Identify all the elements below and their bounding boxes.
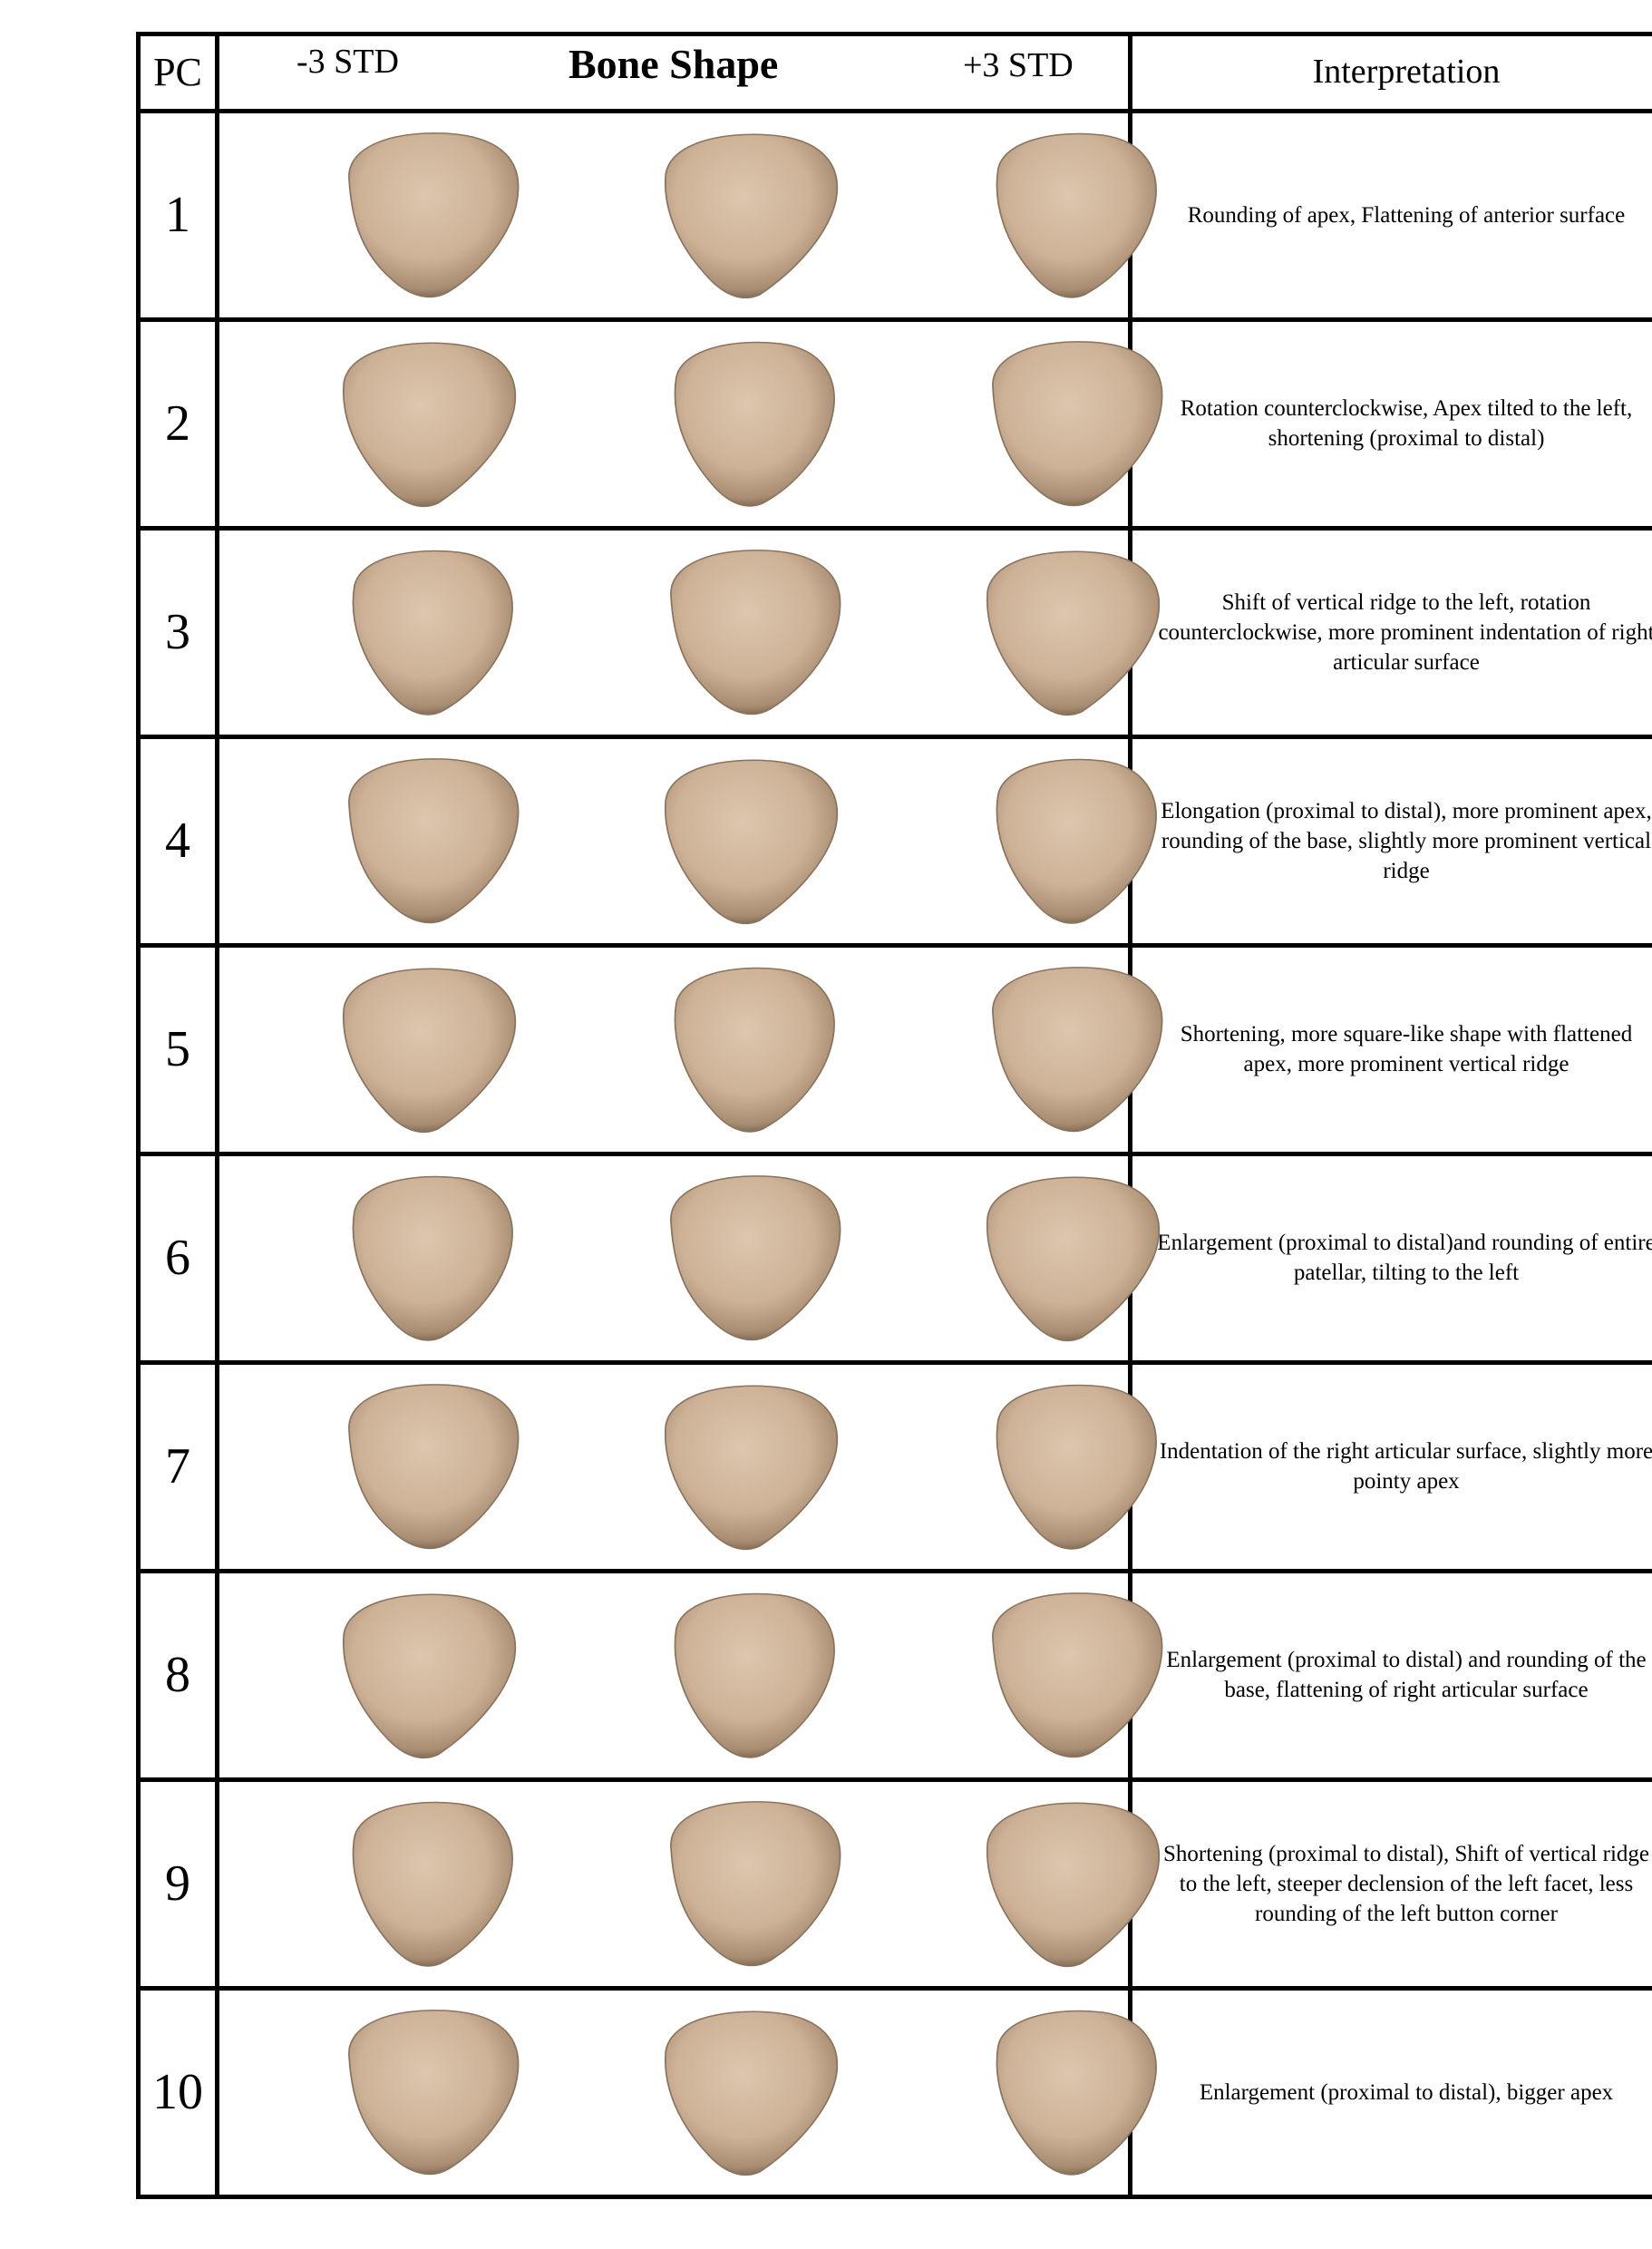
table-row: 8 Enlargement (proximal to distal) and ro…: [136, 1568, 1652, 1782]
header-plus-std: +3 STD: [963, 46, 1074, 84]
pc-number: 6: [136, 1151, 219, 1365]
bone-minus-3std: [328, 541, 537, 716]
header-title: Bone Shape: [568, 41, 779, 87]
bone-minus-3std: [328, 1167, 537, 1341]
bone-minus-3std: [328, 333, 537, 507]
table-row: 3 Shift of vertical ridge to the left, ro…: [136, 525, 1652, 739]
table-row: 5 Shortening, more square-like shape with…: [136, 942, 1652, 1156]
interpretation-text: Enlargement (proximal to distal)and roun…: [1128, 1151, 1652, 1365]
interpretation-text: Shortening, more square-like shape with …: [1128, 942, 1652, 1156]
bone-mean: [650, 1793, 859, 1967]
header-bone-shape: -3 STD Bone Shape +3 STD: [215, 32, 1132, 113]
pc-number: 10: [136, 1985, 219, 2200]
header-row: PC -3 STD Bone Shape +3 STD Interpretati…: [136, 32, 1652, 113]
bone-plus-3std: [972, 1167, 1181, 1341]
header-minus-std: -3 STD: [296, 43, 399, 81]
bone-shape-cell: [215, 108, 1157, 322]
bone-minus-3std: [328, 1584, 537, 1758]
interpretation-text: Shortening (proximal to distal), Shift o…: [1128, 1777, 1652, 1991]
bone-plus-3std: [972, 750, 1181, 924]
bone-shape-cell: [215, 1568, 1163, 1782]
interpretation-text: Enlargement (proximal to distal) and rou…: [1128, 1568, 1652, 1782]
bone-mean: [650, 541, 859, 716]
interpretation-text: Indentation of the right articular surfa…: [1128, 1359, 1652, 1573]
table-row: 2 Rotation counterclockwise, Apex tilted …: [136, 316, 1652, 531]
interpretation-text: Shift of vertical ridge to the left, rot…: [1128, 525, 1652, 739]
bone-minus-3std: [328, 1376, 537, 1550]
bone-plus-3std: [972, 2001, 1181, 2176]
bone-plus-3std: [972, 333, 1181, 507]
table-row: 9 Shortening (proximal to distal), Shift …: [136, 1777, 1652, 1991]
bone-shape-cell: [215, 1777, 1160, 1991]
bone-plus-3std: [972, 124, 1181, 298]
bone-mean: [650, 959, 859, 1133]
bone-plus-3std: [972, 1376, 1181, 1550]
bone-minus-3std: [328, 750, 537, 924]
bone-shape-cell: [215, 942, 1163, 1156]
bone-mean: [650, 750, 859, 924]
bone-plus-3std: [972, 1584, 1181, 1758]
pc-number: 7: [136, 1359, 219, 1573]
bone-mean: [650, 1167, 859, 1341]
bone-mean: [650, 333, 859, 507]
pc-number: 2: [136, 316, 219, 531]
bone-mean: [650, 1584, 859, 1758]
bone-shape-cell: [215, 734, 1157, 948]
table-row: 7 Indentation of the right articular surf…: [136, 1359, 1652, 1573]
table-row: 1 Rounding of apex, Flattening of anterio…: [136, 108, 1652, 322]
interpretation-text: Enlargement (proximal to distal), bigger…: [1128, 1985, 1652, 2200]
pc-number: 1: [136, 108, 219, 322]
pc-number: 3: [136, 525, 219, 739]
bone-minus-3std: [328, 124, 537, 298]
bone-minus-3std: [328, 2001, 537, 2176]
bone-shape-cell: [215, 1359, 1157, 1573]
interpretation-text: Elongation (proximal to distal), more pr…: [1128, 734, 1652, 948]
bone-shape-cell: [215, 525, 1160, 739]
bone-mean: [650, 1376, 859, 1550]
bone-minus-3std: [328, 959, 537, 1133]
bone-mean: [650, 2001, 859, 2176]
pc-number: 5: [136, 942, 219, 1156]
table-row: 6 Enlargement (proximal to distal)and rou…: [136, 1151, 1652, 1365]
bone-plus-3std: [972, 959, 1181, 1133]
table-row: 10 Enlargement (proximal to distal), bigg…: [136, 1985, 1652, 2200]
bone-shape-cell: [215, 316, 1163, 531]
pc-number: 8: [136, 1568, 219, 1782]
bone-minus-3std: [328, 1793, 537, 1967]
header-interpretation: Interpretation: [1128, 32, 1652, 113]
interpretation-text: Rounding of apex, Flattening of anterior…: [1128, 108, 1652, 322]
pc-number: 9: [136, 1777, 219, 1991]
bone-plus-3std: [972, 1793, 1181, 1967]
bone-shape-cell: [215, 1985, 1157, 2200]
interpretation-text: Rotation counterclockwise, Apex tilted t…: [1128, 316, 1652, 531]
pca-shape-table: PC -3 STD Bone Shape +3 STD Interpretati…: [136, 32, 1652, 2200]
header-pc: PC: [136, 32, 219, 113]
bone-shape-cell: [215, 1151, 1160, 1365]
bone-mean: [650, 124, 859, 298]
bone-plus-3std: [972, 541, 1181, 716]
pc-number: 4: [136, 734, 219, 948]
table-row: 4 Elongation (proximal to distal), more p…: [136, 734, 1652, 948]
